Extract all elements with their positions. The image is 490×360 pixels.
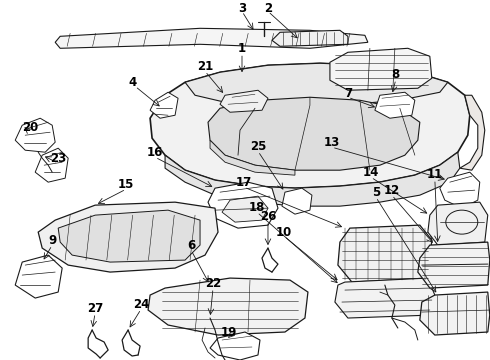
Polygon shape <box>282 188 312 214</box>
Text: 2: 2 <box>264 2 272 15</box>
Polygon shape <box>150 63 470 188</box>
Polygon shape <box>330 48 432 90</box>
Text: 25: 25 <box>250 140 266 153</box>
Text: 11: 11 <box>427 168 443 181</box>
Polygon shape <box>38 202 218 272</box>
Text: 14: 14 <box>363 166 379 179</box>
Polygon shape <box>440 172 480 208</box>
Polygon shape <box>55 28 368 48</box>
Text: 27: 27 <box>87 302 103 315</box>
Text: 10: 10 <box>276 226 292 239</box>
Polygon shape <box>428 202 488 245</box>
Polygon shape <box>15 255 62 298</box>
Polygon shape <box>150 92 178 118</box>
Polygon shape <box>460 95 485 170</box>
Polygon shape <box>418 242 490 288</box>
Text: 15: 15 <box>118 178 134 191</box>
Text: 4: 4 <box>128 76 136 89</box>
Polygon shape <box>58 210 200 262</box>
Text: 1: 1 <box>238 42 246 55</box>
Polygon shape <box>35 148 68 182</box>
Text: 26: 26 <box>260 210 276 222</box>
Text: 18: 18 <box>249 201 265 213</box>
Polygon shape <box>220 90 268 112</box>
Text: 17: 17 <box>236 176 252 189</box>
Text: 21: 21 <box>197 60 213 73</box>
Text: 23: 23 <box>50 152 66 165</box>
Polygon shape <box>208 182 278 228</box>
Text: 13: 13 <box>324 136 340 149</box>
Text: 22: 22 <box>205 276 221 289</box>
Polygon shape <box>335 278 435 318</box>
Polygon shape <box>148 278 308 335</box>
Text: 19: 19 <box>221 325 237 338</box>
Text: 5: 5 <box>372 186 380 199</box>
Text: 12: 12 <box>384 184 400 197</box>
Polygon shape <box>210 140 295 175</box>
Text: 9: 9 <box>48 234 56 247</box>
Polygon shape <box>375 92 415 118</box>
Text: 16: 16 <box>147 146 163 159</box>
Polygon shape <box>222 196 268 222</box>
Polygon shape <box>272 30 348 46</box>
Text: 7: 7 <box>344 87 352 100</box>
Polygon shape <box>15 118 55 152</box>
Text: 3: 3 <box>238 2 246 15</box>
Text: 20: 20 <box>22 121 38 134</box>
Text: 6: 6 <box>187 239 195 252</box>
Polygon shape <box>210 332 260 360</box>
Polygon shape <box>165 152 460 206</box>
Polygon shape <box>338 225 432 282</box>
Text: 24: 24 <box>133 298 149 311</box>
Polygon shape <box>420 292 490 335</box>
Polygon shape <box>208 97 420 170</box>
Text: 8: 8 <box>392 68 400 81</box>
Polygon shape <box>185 63 448 105</box>
